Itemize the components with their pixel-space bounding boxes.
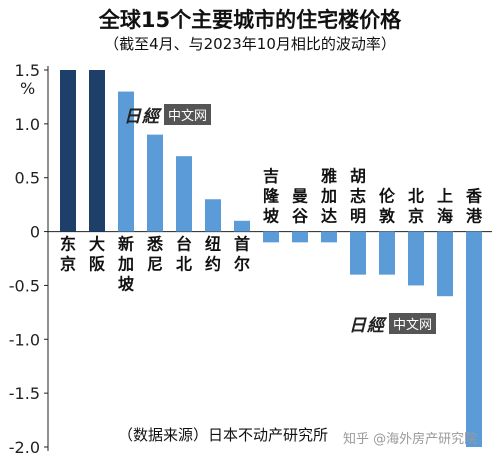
category-label: 大阪 — [89, 235, 106, 274]
bar — [408, 231, 424, 286]
category-char: 纽 — [205, 235, 221, 254]
category-label: 台北 — [176, 235, 192, 274]
y-unit-label: % — [20, 79, 35, 98]
watermark-tag: 中文网 — [164, 103, 212, 125]
category-char: 香 — [465, 187, 483, 206]
category-char: 大 — [89, 235, 105, 254]
category-label: 悉尼 — [146, 235, 164, 274]
bar — [89, 70, 105, 232]
bar — [147, 134, 163, 232]
category-char: 志 — [350, 187, 366, 206]
bar — [466, 231, 482, 447]
y-tick-label: -2.0 — [9, 438, 40, 457]
bar — [205, 199, 221, 232]
y-tick-label: 1.5 — [15, 61, 40, 80]
category-char: 坡 — [263, 207, 280, 226]
source-note: （数据来源）日本不动产研究所 — [118, 426, 329, 444]
bar — [176, 156, 192, 232]
bar — [321, 231, 337, 243]
category-char: 阪 — [89, 255, 106, 274]
bar — [60, 70, 76, 232]
category-char: 雅 — [320, 167, 337, 186]
bar — [263, 231, 279, 243]
bar — [292, 231, 308, 243]
category-label: 东京 — [60, 235, 76, 274]
y-tick-label: -0.5 — [9, 276, 40, 295]
category-char: 港 — [466, 207, 483, 226]
category-char: 胡 — [350, 167, 366, 186]
category-char: 北 — [176, 255, 192, 274]
category-char: 达 — [321, 207, 337, 226]
category-label: 纽约 — [205, 235, 221, 274]
category-char: 曼 — [292, 187, 308, 206]
y-axis: 1.5 1.0 0.5 0 -0.5 -1.0 -1.5 -2.0% — [9, 61, 492, 457]
category-char: 首 — [234, 235, 250, 254]
y-tick-label: 0.5 — [15, 169, 40, 188]
y-tick-label: -1.0 — [9, 330, 40, 349]
category-char: 伦 — [379, 187, 396, 206]
y-tick-label: -1.5 — [9, 384, 40, 403]
category-char: 加 — [320, 187, 337, 206]
credit-text: 知乎 @海外房产研究院 — [343, 432, 478, 447]
category-char: 约 — [205, 255, 221, 274]
y-tick-label: 0 — [30, 223, 40, 242]
category-label: 曼谷 — [292, 187, 309, 226]
watermark-logo: 日經 — [124, 106, 160, 127]
bar — [118, 91, 134, 232]
watermark-tag: 中文网 — [389, 312, 437, 334]
category-label: 香港 — [465, 187, 483, 226]
bar — [437, 231, 453, 297]
category-label: 伦敦 — [379, 187, 396, 226]
category-label: 胡志明 — [350, 167, 366, 226]
category-char: 坡 — [118, 275, 135, 294]
category-char: 明 — [350, 207, 366, 226]
watermark-bottom: 日經 中文网 — [345, 312, 437, 336]
category-char: 新 — [118, 235, 134, 254]
bar — [379, 231, 395, 275]
bar — [234, 220, 250, 232]
category-char: 海 — [437, 207, 453, 226]
category-char: 悉 — [146, 235, 164, 254]
category-char: 上 — [437, 187, 453, 206]
y-tick-label: 1.0 — [15, 115, 40, 134]
chart-title: 全球15个主要城市的住宅楼价格 — [98, 8, 402, 32]
category-char: 台 — [176, 235, 192, 254]
category-char: 加 — [117, 255, 134, 274]
category-char: 吉 — [263, 167, 279, 186]
category-char: 京 — [60, 255, 76, 274]
chart-subtitle: （截至4月、与2023年10月相比的波动率） — [104, 35, 396, 53]
category-char: 尔 — [234, 255, 250, 274]
category-char: 东 — [60, 235, 76, 254]
bars — [60, 70, 482, 447]
watermark-top: 日經 中文网 — [120, 103, 212, 127]
category-label: 上海 — [437, 187, 453, 226]
category-label: 雅加达 — [320, 167, 337, 226]
category-char: 隆 — [263, 187, 280, 206]
category-char: 北 — [408, 187, 424, 206]
category-char: 敦 — [379, 207, 396, 226]
watermark-logo: 日經 — [349, 315, 385, 336]
category-char: 京 — [408, 207, 424, 226]
category-label: 新加坡 — [117, 235, 135, 294]
category-char: 谷 — [292, 207, 309, 226]
category-label: 北京 — [408, 187, 424, 226]
category-label: 吉隆坡 — [263, 167, 280, 226]
category-char: 尼 — [147, 255, 163, 274]
bar — [350, 231, 366, 275]
category-label: 首尔 — [234, 235, 250, 274]
